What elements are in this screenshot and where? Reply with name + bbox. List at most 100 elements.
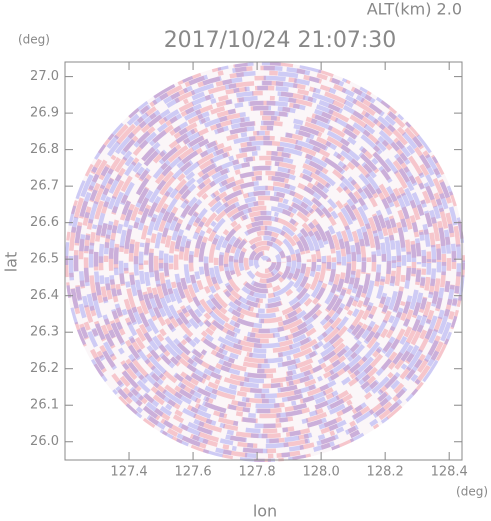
radar-ring [133,130,397,394]
radar-ring [163,160,367,364]
radar-ring [238,235,292,289]
radar-ring [113,110,417,414]
x-tick-label: 128.4 [431,465,468,480]
y-tick-label: 26.1 [30,398,59,413]
radar-ring [143,140,387,384]
radar-ring [223,220,307,304]
radar-ring [108,105,422,419]
y-tick-label: 26.8 [30,142,59,157]
radar-ring [178,175,352,349]
y-unit: (deg) [18,33,50,47]
radar-ring [153,150,377,374]
radar-ring [173,170,357,354]
y-tick-label: 26.9 [30,106,59,121]
radar-ring [148,145,382,379]
radar-ring [143,140,387,384]
radar-ring [188,185,342,339]
radar-ring [253,250,277,274]
radar-ring [73,70,457,454]
y-tick-label: 26.2 [30,361,59,376]
radar-ring [198,195,332,329]
radar-ring [183,180,347,344]
radar-ring [73,70,457,454]
radar-ring [153,150,377,374]
radar-ring [158,155,372,369]
radar-ring [93,90,437,434]
radar-ring [103,100,427,424]
radar-ring [83,80,447,444]
radar-ring [65,62,465,462]
radar-image [65,62,465,462]
x-tick-label: 127.4 [110,465,147,480]
radar-ring [243,240,287,284]
radar-ring [208,205,322,319]
y-tick-label: 26.0 [30,434,59,449]
radar-ring [168,165,362,359]
x-tick-label: 128.2 [367,465,404,480]
radar-ring [78,75,452,449]
x-tick-label: 127.6 [174,465,211,480]
radar-ring [118,115,412,409]
radar-ring [208,205,322,319]
radar-ring [248,245,282,279]
x-tick-label: 128.0 [303,465,340,480]
plot-frame [64,61,463,461]
radar-ring [133,130,397,394]
radar-ring [118,115,412,409]
radar-ring [213,210,317,314]
radar-ring [213,210,317,314]
radar-ring [103,100,427,424]
y-tick-label: 26.6 [30,215,59,230]
radar-ring [83,80,447,444]
altitude-label: ALT(km) 2.0 [367,0,462,19]
y-tick-label: 26.4 [30,288,59,303]
radar-ring [168,165,362,359]
radar-ring [178,175,352,349]
radar-ring [228,225,302,299]
radar-ring [65,62,465,462]
radar-ring [128,125,402,399]
radar-ring [163,160,367,364]
radar-ring [98,95,432,429]
radar-ring [218,215,312,309]
radar-ring [78,75,452,449]
radar-ring [88,85,442,439]
radar-ring [198,195,332,329]
radar-ring [173,170,357,354]
radar-ring [233,230,297,294]
radar-ring [193,190,337,334]
x-tick-label: 127.8 [238,465,275,480]
radar-ring [253,250,277,274]
y-tick-label: 26.7 [30,179,59,194]
radar-ring [203,200,327,324]
y-tick-label: 27.0 [30,69,59,84]
radar-ring [88,85,442,439]
radar-ring [193,190,337,334]
x-unit: (deg) [456,485,488,499]
radar-ring [238,235,292,289]
radar-disk [65,62,465,462]
radar-ring [93,90,437,434]
radar-ring [123,120,407,404]
radar-ring [228,225,302,299]
radar-ring [203,200,327,324]
radar-ring [148,145,382,379]
radar-ring [158,155,372,369]
radar-ring [233,230,297,294]
y-axis-label: lat [2,252,21,273]
radar-ring [258,255,272,269]
y-tick-label: 26.5 [30,252,59,267]
radar-ring [128,125,402,399]
radar-ring [188,185,342,339]
x-axis-label: lon [253,502,277,521]
radar-ring [98,95,432,429]
radar-ring [68,65,462,459]
radar-ring [68,65,462,459]
radar-ring [218,215,312,309]
y-tick-label: 26.3 [30,325,59,340]
radar-ring [138,135,392,389]
radar-ring [248,245,282,279]
chart-title: 2017/10/24 21:07:30 [164,28,397,53]
radar-ring [183,180,347,344]
